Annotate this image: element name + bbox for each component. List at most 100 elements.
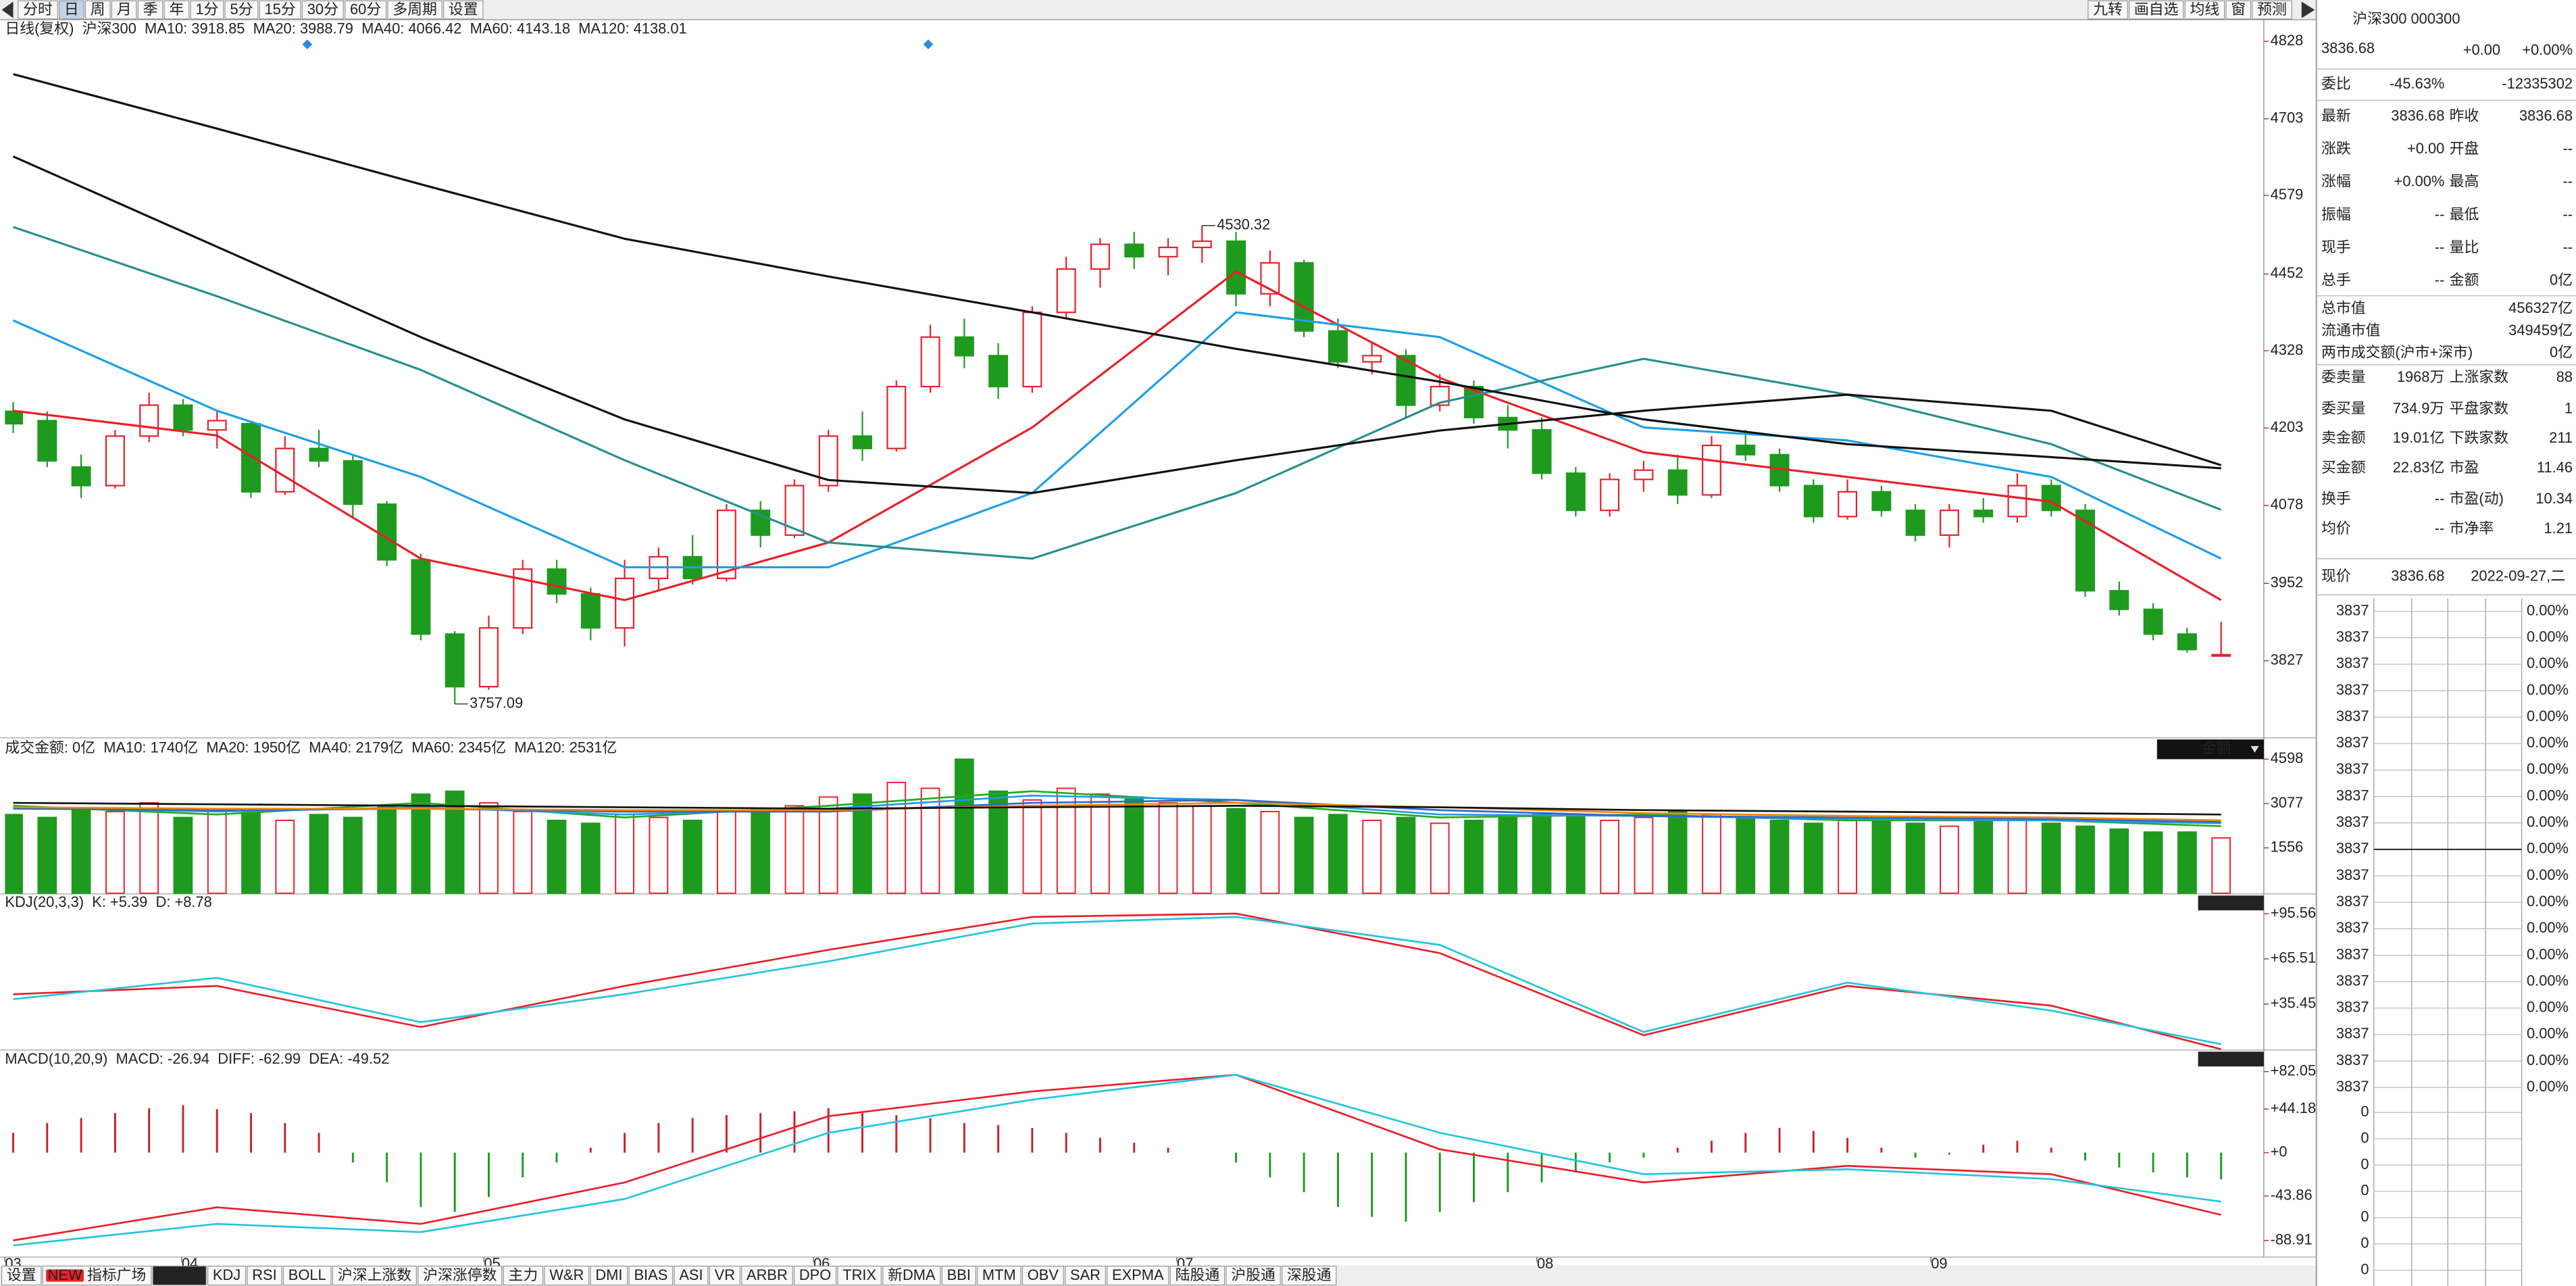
indicator-tab-label[interactable]: 主力 [508, 1266, 538, 1283]
toolbar-button[interactable] [2128, 0, 2184, 20]
toolbar-button[interactable] [84, 0, 111, 20]
volume-selector[interactable]: 金额 [2201, 740, 2231, 757]
indicator-tab[interactable] [1226, 1265, 1281, 1286]
indicator-tab-label[interactable]: VR [715, 1266, 735, 1283]
event-marker[interactable] [302, 39, 313, 49]
indicator-tab[interactable] [1107, 1265, 1169, 1286]
toolbar-button[interactable] [443, 0, 484, 20]
indicator-tab[interactable] [590, 1265, 628, 1286]
indicator-tab-label[interactable]: ARBR [747, 1266, 788, 1283]
toolbar-label[interactable]: 窗 [2231, 1, 2246, 18]
toolbar-label[interactable]: 周 [91, 1, 105, 18]
volume-bar [615, 814, 634, 894]
volume-bar [139, 802, 159, 894]
indicator-tab[interactable] [941, 1265, 976, 1286]
indicator-tab[interactable] [793, 1265, 837, 1286]
indicator-tab-label[interactable]: W&R [549, 1266, 584, 1283]
indicator-tab[interactable] [882, 1265, 941, 1286]
indicator-tab[interactable] [247, 1265, 282, 1286]
indicator-tab[interactable] [207, 1265, 247, 1286]
toolbar-button[interactable] [111, 0, 137, 20]
indicator-tab-label[interactable]: RSI [252, 1266, 276, 1283]
toolbar-button[interactable] [301, 0, 344, 20]
toolbar-label[interactable]: 月 [117, 1, 132, 18]
indicator-tab[interactable] [977, 1265, 1021, 1286]
indicator-tab-label[interactable]: 沪股通 [1231, 1266, 1276, 1283]
indicator-tab[interactable] [837, 1265, 882, 1286]
toolbar-button[interactable] [259, 0, 301, 20]
indicator-tab-label[interactable]: 陆股通 [1176, 1266, 1220, 1283]
toolbar-label[interactable]: 分时 [23, 1, 53, 18]
candle-body [1056, 268, 1076, 314]
indicator-tab-label[interactable]: ASI [679, 1266, 703, 1283]
toolbar-label[interactable]: 1分 [195, 1, 218, 18]
indicator-tab[interactable] [503, 1265, 544, 1286]
toolbar-button[interactable] [387, 0, 443, 20]
toolbar-button[interactable] [2252, 0, 2292, 20]
indicator-tab[interactable] [332, 1265, 417, 1286]
toolbar-button[interactable] [2088, 0, 2128, 20]
indicator-tab-label[interactable]: 沪深上涨数 [338, 1266, 411, 1283]
indicator-tab[interactable] [709, 1265, 740, 1286]
volume-selector-box[interactable] [2156, 739, 2264, 760]
indicator-tab[interactable] [1169, 1265, 1226, 1286]
toolbar-label[interactable]: 60分 [350, 1, 381, 18]
indicator-tab-label[interactable]: MTM [982, 1266, 1016, 1283]
toolbar-back-arrow[interactable] [1, 1, 14, 18]
toolbar-label[interactable]: 预测 [2257, 1, 2287, 18]
toolbar-button[interactable] [190, 0, 224, 20]
indicator-tab[interactable] [1282, 1265, 1337, 1286]
indicator-tab-label[interactable]: TRIX [842, 1266, 876, 1283]
indicator-tab[interactable] [152, 1265, 207, 1286]
toolbar-label[interactable]: 15分 [265, 1, 296, 18]
indicator-tab-label[interactable]: BBI [947, 1266, 971, 1283]
indicator-tab[interactable] [674, 1265, 709, 1286]
indicator-tab-label[interactable]: KDJ [213, 1266, 241, 1283]
toolbar-forward-arrow[interactable] [2301, 1, 2315, 18]
toolbar-label[interactable]: 多周期 [393, 1, 437, 18]
toolbar-label[interactable]: 季 [143, 1, 158, 18]
indicator-tab-label[interactable]: 新DMA [888, 1266, 936, 1283]
indicator-tab-label[interactable]: DPO [799, 1266, 831, 1283]
toolbar-button[interactable] [2225, 0, 2252, 20]
indicator-tab-label[interactable]: MACD [157, 1266, 201, 1283]
toolbar-button[interactable] [59, 0, 84, 20]
indicator-tab[interactable] [741, 1265, 793, 1286]
indicator-tab-label[interactable]: 指标广场 [87, 1266, 147, 1283]
toolbar-label[interactable]: 年 [169, 1, 184, 18]
candle-body [615, 577, 635, 629]
toolbar-button[interactable] [137, 0, 163, 20]
toolbar-label[interactable]: 日 [64, 1, 79, 18]
indicator-tab-label[interactable]: SAR [1070, 1266, 1101, 1283]
indicator-tab-label[interactable]: DMI [595, 1266, 622, 1283]
toolbar-button[interactable] [224, 0, 259, 20]
toolbar-label[interactable]: 均线 [2190, 1, 2220, 18]
toolbar-button[interactable] [163, 0, 190, 20]
event-marker[interactable] [923, 39, 934, 49]
toolbar-label[interactable]: 画自选 [2134, 1, 2179, 18]
indicator-tab[interactable] [1021, 1265, 1064, 1286]
volume-bar [343, 816, 363, 894]
indicator-tab[interactable] [418, 1265, 503, 1286]
indicator-tab[interactable] [282, 1265, 332, 1286]
indicator-tab[interactable] [628, 1265, 674, 1286]
indicator-tab-label[interactable]: BIAS [634, 1266, 667, 1283]
indicator-tab-label[interactable]: OBV [1028, 1266, 1059, 1283]
indicator-tab[interactable] [544, 1265, 590, 1286]
toolbar-button[interactable] [18, 0, 58, 20]
indicator-tab-label[interactable]: 深股通 [1287, 1266, 1332, 1283]
indicator-tab-label[interactable]: BOLL [288, 1266, 326, 1283]
indicator-tab[interactable] [1, 1265, 42, 1286]
toolbar-label[interactable]: 5分 [230, 1, 253, 18]
indicator-tab-label[interactable]: EXPMA [1112, 1266, 1164, 1283]
toolbar-label[interactable]: 设置 [449, 1, 478, 18]
toolbar-button[interactable] [345, 0, 387, 20]
toolbar-button[interactable] [2184, 0, 2225, 20]
indicator-tab-label[interactable]: 设置 [7, 1266, 36, 1283]
toolbar-label[interactable]: 30分 [307, 1, 338, 18]
indicator-tab-label[interactable]: 沪深涨停数 [423, 1266, 497, 1283]
toolbar-label[interactable]: 九转 [2093, 1, 2123, 18]
indicator-box[interactable] [2198, 895, 2264, 911]
indicator-box[interactable] [2198, 1052, 2264, 1067]
indicator-tab[interactable] [1065, 1265, 1106, 1286]
